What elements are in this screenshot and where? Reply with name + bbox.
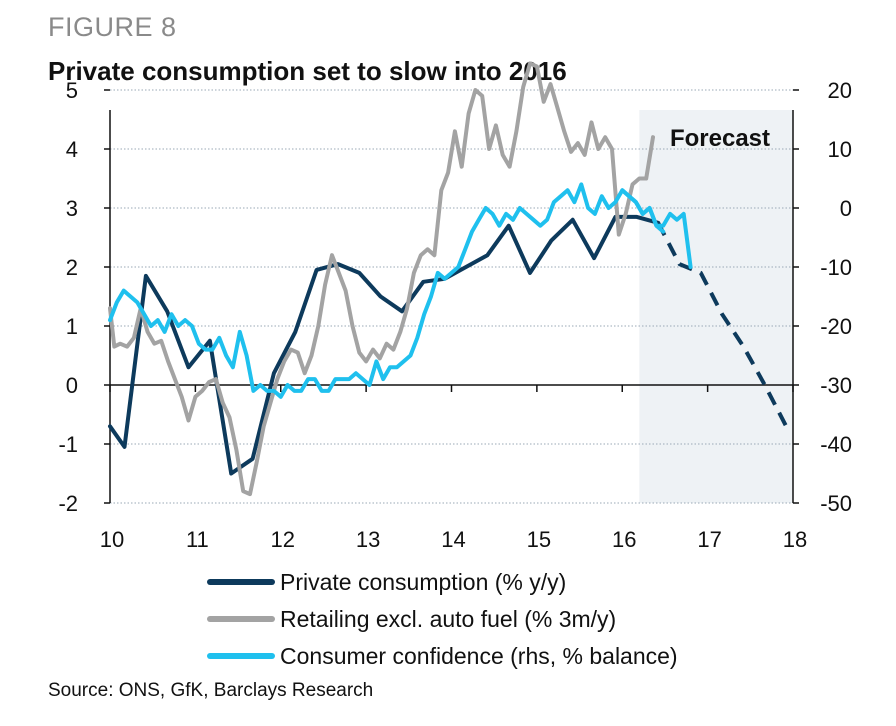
series-line-4 bbox=[620, 188, 693, 269]
right-tick-label: 10 bbox=[828, 137, 852, 162]
right-tick-label: 20 bbox=[828, 78, 852, 103]
right-tick-label: -30 bbox=[820, 373, 852, 398]
left-tick-label: 3 bbox=[66, 196, 78, 221]
x-tick-label: 14 bbox=[441, 527, 465, 552]
x-tick-label: 18 bbox=[783, 527, 807, 552]
x-tick-label: 10 bbox=[100, 527, 124, 552]
left-tick-label: -2 bbox=[58, 491, 78, 516]
x-tick-label: 17 bbox=[697, 527, 721, 552]
x-tick-label: 11 bbox=[186, 527, 209, 552]
chart-title: Private consumption set to slow into 201… bbox=[48, 56, 567, 86]
x-tick-label: 13 bbox=[356, 527, 380, 552]
left-tick-label: -1 bbox=[58, 432, 78, 457]
right-tick-label: -10 bbox=[820, 255, 852, 280]
forecast-region bbox=[639, 110, 793, 503]
legend-label: Consumer confidence (rhs, % balance) bbox=[280, 643, 678, 669]
left-tick-label: 1 bbox=[66, 314, 78, 339]
right-tick-label: 0 bbox=[840, 196, 852, 221]
x-tick-label: 16 bbox=[612, 527, 636, 552]
left-tick-label: 4 bbox=[66, 137, 78, 162]
series-line-2 bbox=[108, 61, 655, 497]
source-note: Source: ONS, GfK, Barclays Research bbox=[48, 680, 374, 701]
series-line-1 bbox=[656, 221, 788, 428]
x-tick-label: 15 bbox=[527, 527, 551, 552]
legend-label: Retailing excl. auto fuel (% 3m/y) bbox=[280, 606, 616, 632]
series-line-0 bbox=[108, 214, 661, 476]
right-tick-label: -40 bbox=[820, 432, 852, 457]
left-tick-label: 5 bbox=[66, 78, 78, 103]
x-tick-label: 12 bbox=[271, 527, 295, 552]
left-tick-label: 0 bbox=[66, 373, 78, 398]
forecast-label: Forecast bbox=[670, 125, 770, 152]
figure-label: FIGURE 8 bbox=[48, 12, 177, 42]
series-line-3 bbox=[108, 182, 666, 399]
right-tick-label: -50 bbox=[820, 491, 852, 516]
left-tick-label: 2 bbox=[66, 255, 78, 280]
right-tick-label: -20 bbox=[820, 314, 852, 339]
legend-label: Private consumption (% y/y) bbox=[280, 569, 566, 595]
